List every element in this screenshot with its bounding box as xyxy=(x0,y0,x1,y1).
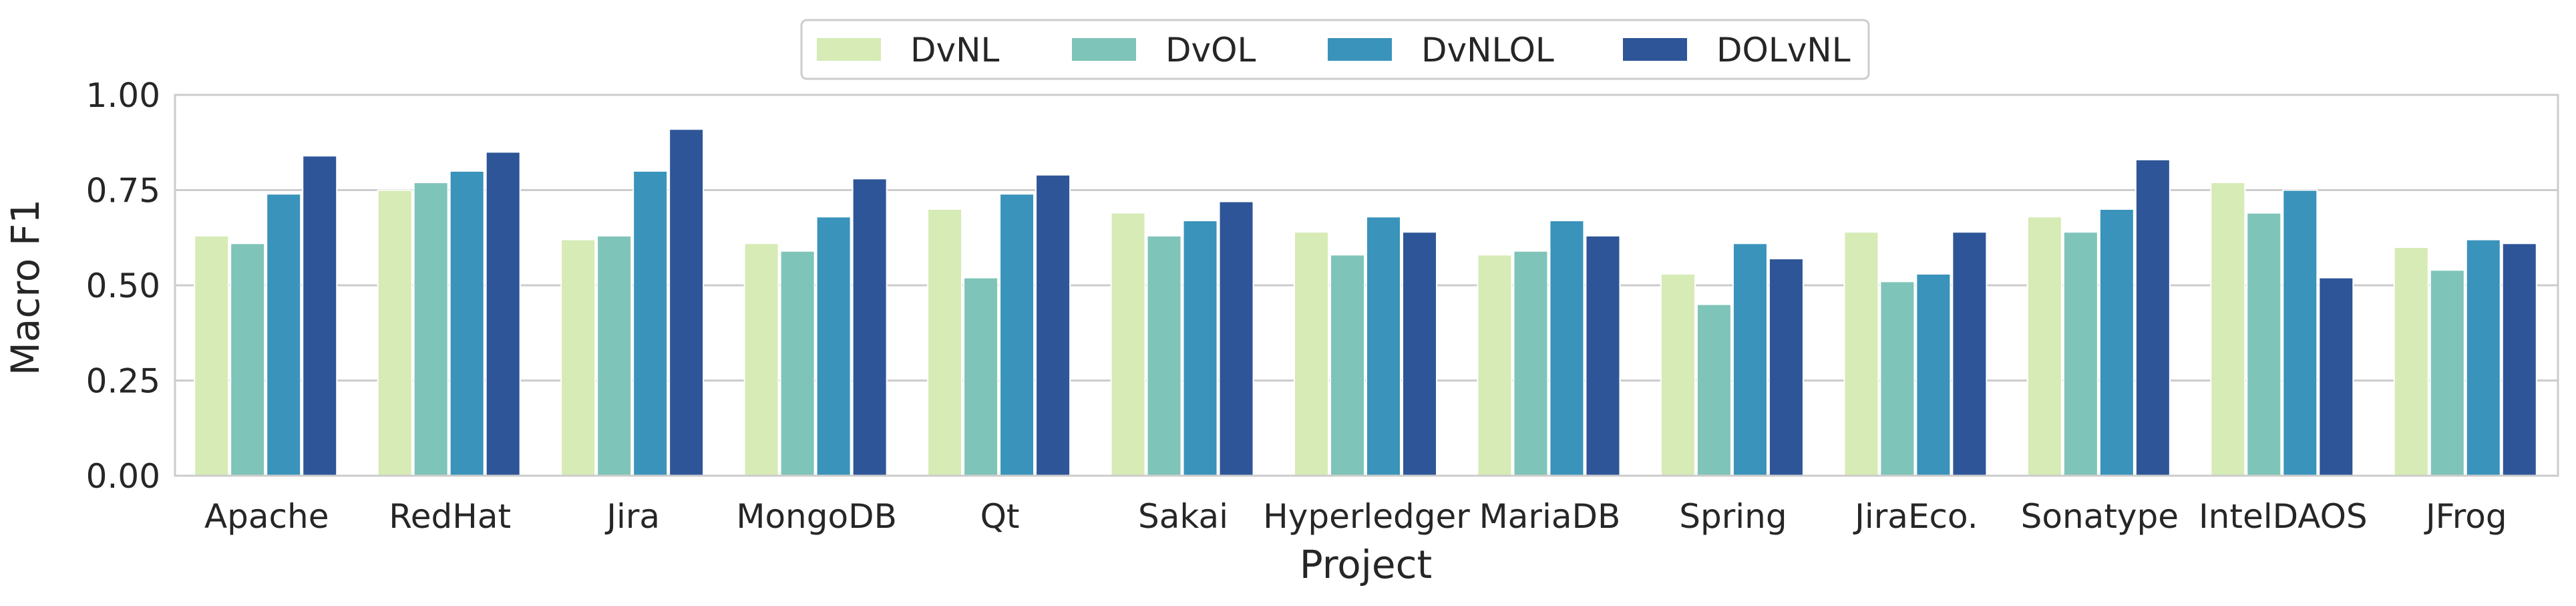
bar-dolvnl-6 xyxy=(1402,231,1437,476)
x-tick-labels: Apache RedHat Jira MongoDB Qt Sakai Hyperledge… xyxy=(204,497,2507,536)
bar-dvol-0 xyxy=(230,243,266,476)
bar-dvnl-2 xyxy=(560,239,596,476)
x-axis-title: Project xyxy=(1300,542,1432,587)
bar-dvnlol-7 xyxy=(1549,220,1585,476)
bar-dvnl-3 xyxy=(743,243,779,476)
bar-dvnlol-10 xyxy=(2098,208,2135,476)
bar-dvol-1 xyxy=(413,182,449,476)
x-tick-label: Hyperledger xyxy=(1263,497,1470,536)
bar-dolvnl-11 xyxy=(2318,277,2354,476)
x-tick-label: Apache xyxy=(204,497,329,536)
bars xyxy=(194,128,2537,477)
bar-dvnl-9 xyxy=(1843,231,1879,476)
bar-dvol-9 xyxy=(1879,281,1915,476)
bar-dvnlol-1 xyxy=(449,170,485,476)
bar-dvnl-6 xyxy=(1294,231,1329,476)
bar-dolvnl-10 xyxy=(2135,158,2171,476)
y-tick-label: 0.50 xyxy=(86,267,160,305)
bar-dvnlol-12 xyxy=(2465,239,2501,476)
bar-dvnl-12 xyxy=(2393,247,2429,476)
legend-label-dolvnl: DOLvNL xyxy=(1716,31,1851,69)
bar-dolvnl-2 xyxy=(669,128,705,477)
legend-swatch-dvol xyxy=(1072,38,1136,61)
axes xyxy=(174,94,2559,477)
bar-dvnl-4 xyxy=(927,208,963,476)
x-tick-label: Qt xyxy=(980,497,1020,536)
bar-dvol-3 xyxy=(779,250,815,476)
y-tick-label: 0.00 xyxy=(86,457,160,496)
bar-dolvnl-12 xyxy=(2501,243,2537,476)
bar-dolvnl-7 xyxy=(1585,235,1621,476)
y-axis-title: Macro F1 xyxy=(3,199,48,375)
x-tick-label: RedHat xyxy=(389,497,511,536)
bar-dolvnl-3 xyxy=(852,178,888,476)
bar-dvnlol-0 xyxy=(266,193,302,476)
y-tick-label: 1.00 xyxy=(86,76,160,115)
bar-dvnlol-2 xyxy=(632,170,669,476)
bar-dvnlol-4 xyxy=(999,193,1035,476)
bar-dvol-10 xyxy=(2062,231,2098,476)
x-tick-label: IntelDAOS xyxy=(2199,497,2368,536)
y-tick-label: 0.75 xyxy=(86,172,160,210)
x-tick-label: JFrog xyxy=(2424,497,2507,536)
plot-frame xyxy=(174,94,2559,477)
bar-dolvnl-9 xyxy=(1952,231,1988,476)
bar-dvnlol-5 xyxy=(1182,220,1218,476)
legend-swatch-dvnl xyxy=(817,38,881,61)
bar-dolvnl-0 xyxy=(302,155,338,476)
x-tick-label: JiraEco. xyxy=(1853,497,1978,536)
x-tick-label: MariaDB xyxy=(1479,497,1621,536)
x-tick-label: Sakai xyxy=(1138,497,1228,536)
bar-dvnlol-3 xyxy=(815,216,852,476)
bar-dvol-11 xyxy=(2246,212,2282,476)
legend-label-dvnlol: DvNLOL xyxy=(1421,31,1554,69)
bar-dvnlol-9 xyxy=(1915,273,1952,476)
bar-dvnl-5 xyxy=(1110,212,1146,476)
y-tick-labels: 0.00 0.25 0.50 0.75 1.00 xyxy=(86,76,160,496)
legend: DvNL DvOL DvNLOL DOLvNL xyxy=(800,19,1870,80)
bar-dvnl-11 xyxy=(2210,182,2246,476)
bar-dvnl-0 xyxy=(194,235,230,476)
bar-dvol-6 xyxy=(1330,254,1365,476)
x-tick-label: MongoDB xyxy=(736,497,897,536)
bar-dvol-4 xyxy=(963,277,999,476)
x-tick-label: Jira xyxy=(604,497,660,536)
bar-dolvnl-8 xyxy=(1768,258,1804,476)
bar-dvol-12 xyxy=(2429,269,2465,476)
bar-dvnl-10 xyxy=(2026,216,2062,476)
bar-dolvnl-1 xyxy=(485,151,521,476)
y-tick-label: 0.25 xyxy=(86,362,160,401)
bar-dvol-7 xyxy=(1513,250,1549,476)
bar-dvol-8 xyxy=(1696,303,1732,476)
legend-swatch-dvnlol xyxy=(1328,38,1392,61)
bar-dolvnl-5 xyxy=(1218,200,1254,476)
bar-dvnlol-6 xyxy=(1366,216,1401,476)
bar-dvol-2 xyxy=(596,235,632,476)
legend-label-dvnl: DvNL xyxy=(910,31,999,69)
x-tick-label: Spring xyxy=(1679,497,1787,536)
bar-dolvnl-4 xyxy=(1035,174,1071,476)
bar-dvnl-7 xyxy=(1477,254,1513,476)
legend-label-dvol: DvOL xyxy=(1165,31,1256,69)
x-tick-label: Sonatype xyxy=(2021,497,2179,536)
bar-dvnlol-8 xyxy=(1732,243,1768,476)
bar-dvnlol-11 xyxy=(2282,189,2318,476)
bar-dvol-5 xyxy=(1146,235,1182,476)
legend-swatch-dolvnl xyxy=(1623,38,1687,61)
bar-dvnl-8 xyxy=(1660,273,1696,476)
bar-dvnl-1 xyxy=(377,189,413,476)
